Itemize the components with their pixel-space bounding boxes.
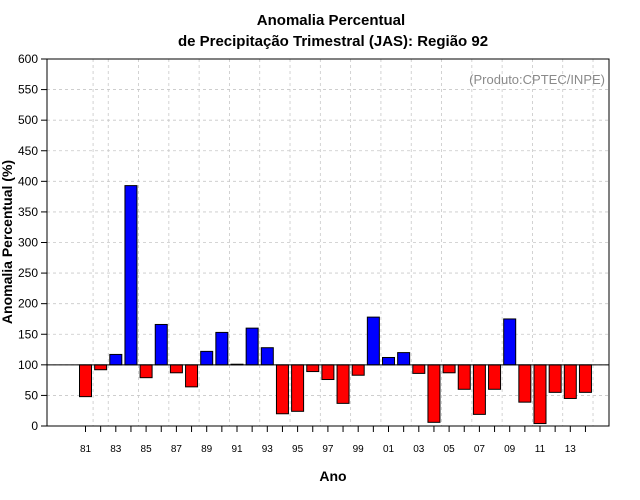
source-annotation: (Produto:CPTEC/INPE) [469, 72, 605, 87]
y-tick-label: 550 [18, 83, 38, 97]
bar-13 [563, 364, 577, 399]
x-axis-label: Ano [319, 468, 346, 484]
bar-94 [275, 364, 289, 415]
y-tick-label: 200 [18, 297, 38, 311]
bar-86 [154, 323, 168, 366]
bar-96 [306, 364, 320, 373]
x-axis-ticks: 81 83 85 87 89 91 93 95 97 99 01 03 05 07 09 11 13 [80, 426, 586, 455]
bar-03 [412, 364, 426, 374]
bar-12 [548, 364, 562, 393]
bar-89 [200, 350, 214, 366]
y-tick-label: 50 [25, 388, 39, 402]
bar-81 [79, 364, 92, 398]
x-tick-label: 07 [474, 444, 486, 455]
bar-87 [169, 364, 183, 374]
bar-93 [260, 347, 274, 366]
y-tick-label: 450 [18, 144, 38, 158]
bar-97 [321, 364, 335, 381]
bar-09 [503, 318, 517, 366]
bar-05 [442, 364, 456, 374]
bars [79, 185, 592, 425]
bar-11 [533, 364, 547, 425]
bar-06 [457, 364, 471, 390]
y-tick-label: 300 [18, 236, 38, 250]
x-tick-label: 93 [262, 444, 274, 455]
y-tick-label: 500 [18, 113, 38, 127]
x-tick-label: 05 [444, 444, 456, 455]
bar-99 [351, 364, 365, 376]
y-tick-label: 100 [18, 358, 38, 372]
bar-10 [518, 364, 532, 403]
bar-95 [291, 364, 305, 412]
x-tick-label: 99 [353, 444, 365, 455]
y-tick-label: 600 [18, 52, 38, 66]
bar-92 [245, 327, 259, 366]
bar-83 [109, 353, 123, 366]
x-tick-label: 97 [322, 444, 334, 455]
y-axis-ticks: 0 50 100 150 200 250 300 350 400 450 500 550 600 [18, 52, 47, 433]
x-tick-label: 09 [504, 444, 516, 455]
bar-00 [366, 316, 380, 366]
x-tick-label: 85 [141, 444, 153, 455]
bar-07 [472, 364, 486, 415]
x-tick-label: 13 [565, 444, 577, 455]
bar-01 [382, 356, 395, 366]
x-tick-label: 01 [383, 444, 395, 455]
bar-08 [488, 364, 502, 390]
bar-02 [397, 352, 411, 366]
bar-88 [185, 364, 199, 388]
y-tick-label: 150 [18, 327, 38, 341]
y-tick-label: 350 [18, 205, 38, 219]
chart-title-line1: Anomalia Percentual [257, 12, 405, 29]
x-tick-label: 83 [110, 444, 122, 455]
x-tick-label: 03 [413, 444, 425, 455]
bar-14 [578, 364, 592, 393]
y-axis-label: Anomalia Percentual (%) [0, 160, 15, 324]
bar-98 [336, 364, 350, 404]
x-tick-label: 81 [80, 444, 92, 455]
x-tick-label: 89 [201, 444, 213, 455]
bar-84 [124, 185, 138, 366]
bar-85 [139, 364, 153, 379]
x-tick-label: 11 [535, 444, 546, 455]
x-tick-label: 87 [171, 444, 183, 455]
y-tick-label: 400 [18, 174, 38, 188]
x-tick-label: 91 [231, 444, 243, 455]
y-tick-label: 0 [31, 419, 38, 433]
bar-82 [94, 364, 108, 371]
y-tick-label: 250 [18, 266, 38, 280]
x-tick-label: 95 [292, 444, 304, 455]
bar-04 [427, 364, 441, 423]
bar-90 [215, 331, 229, 366]
chart-title-line2: de Precipitação Trimestral (JAS): Região… [178, 33, 488, 50]
grid-lines [47, 59, 609, 426]
